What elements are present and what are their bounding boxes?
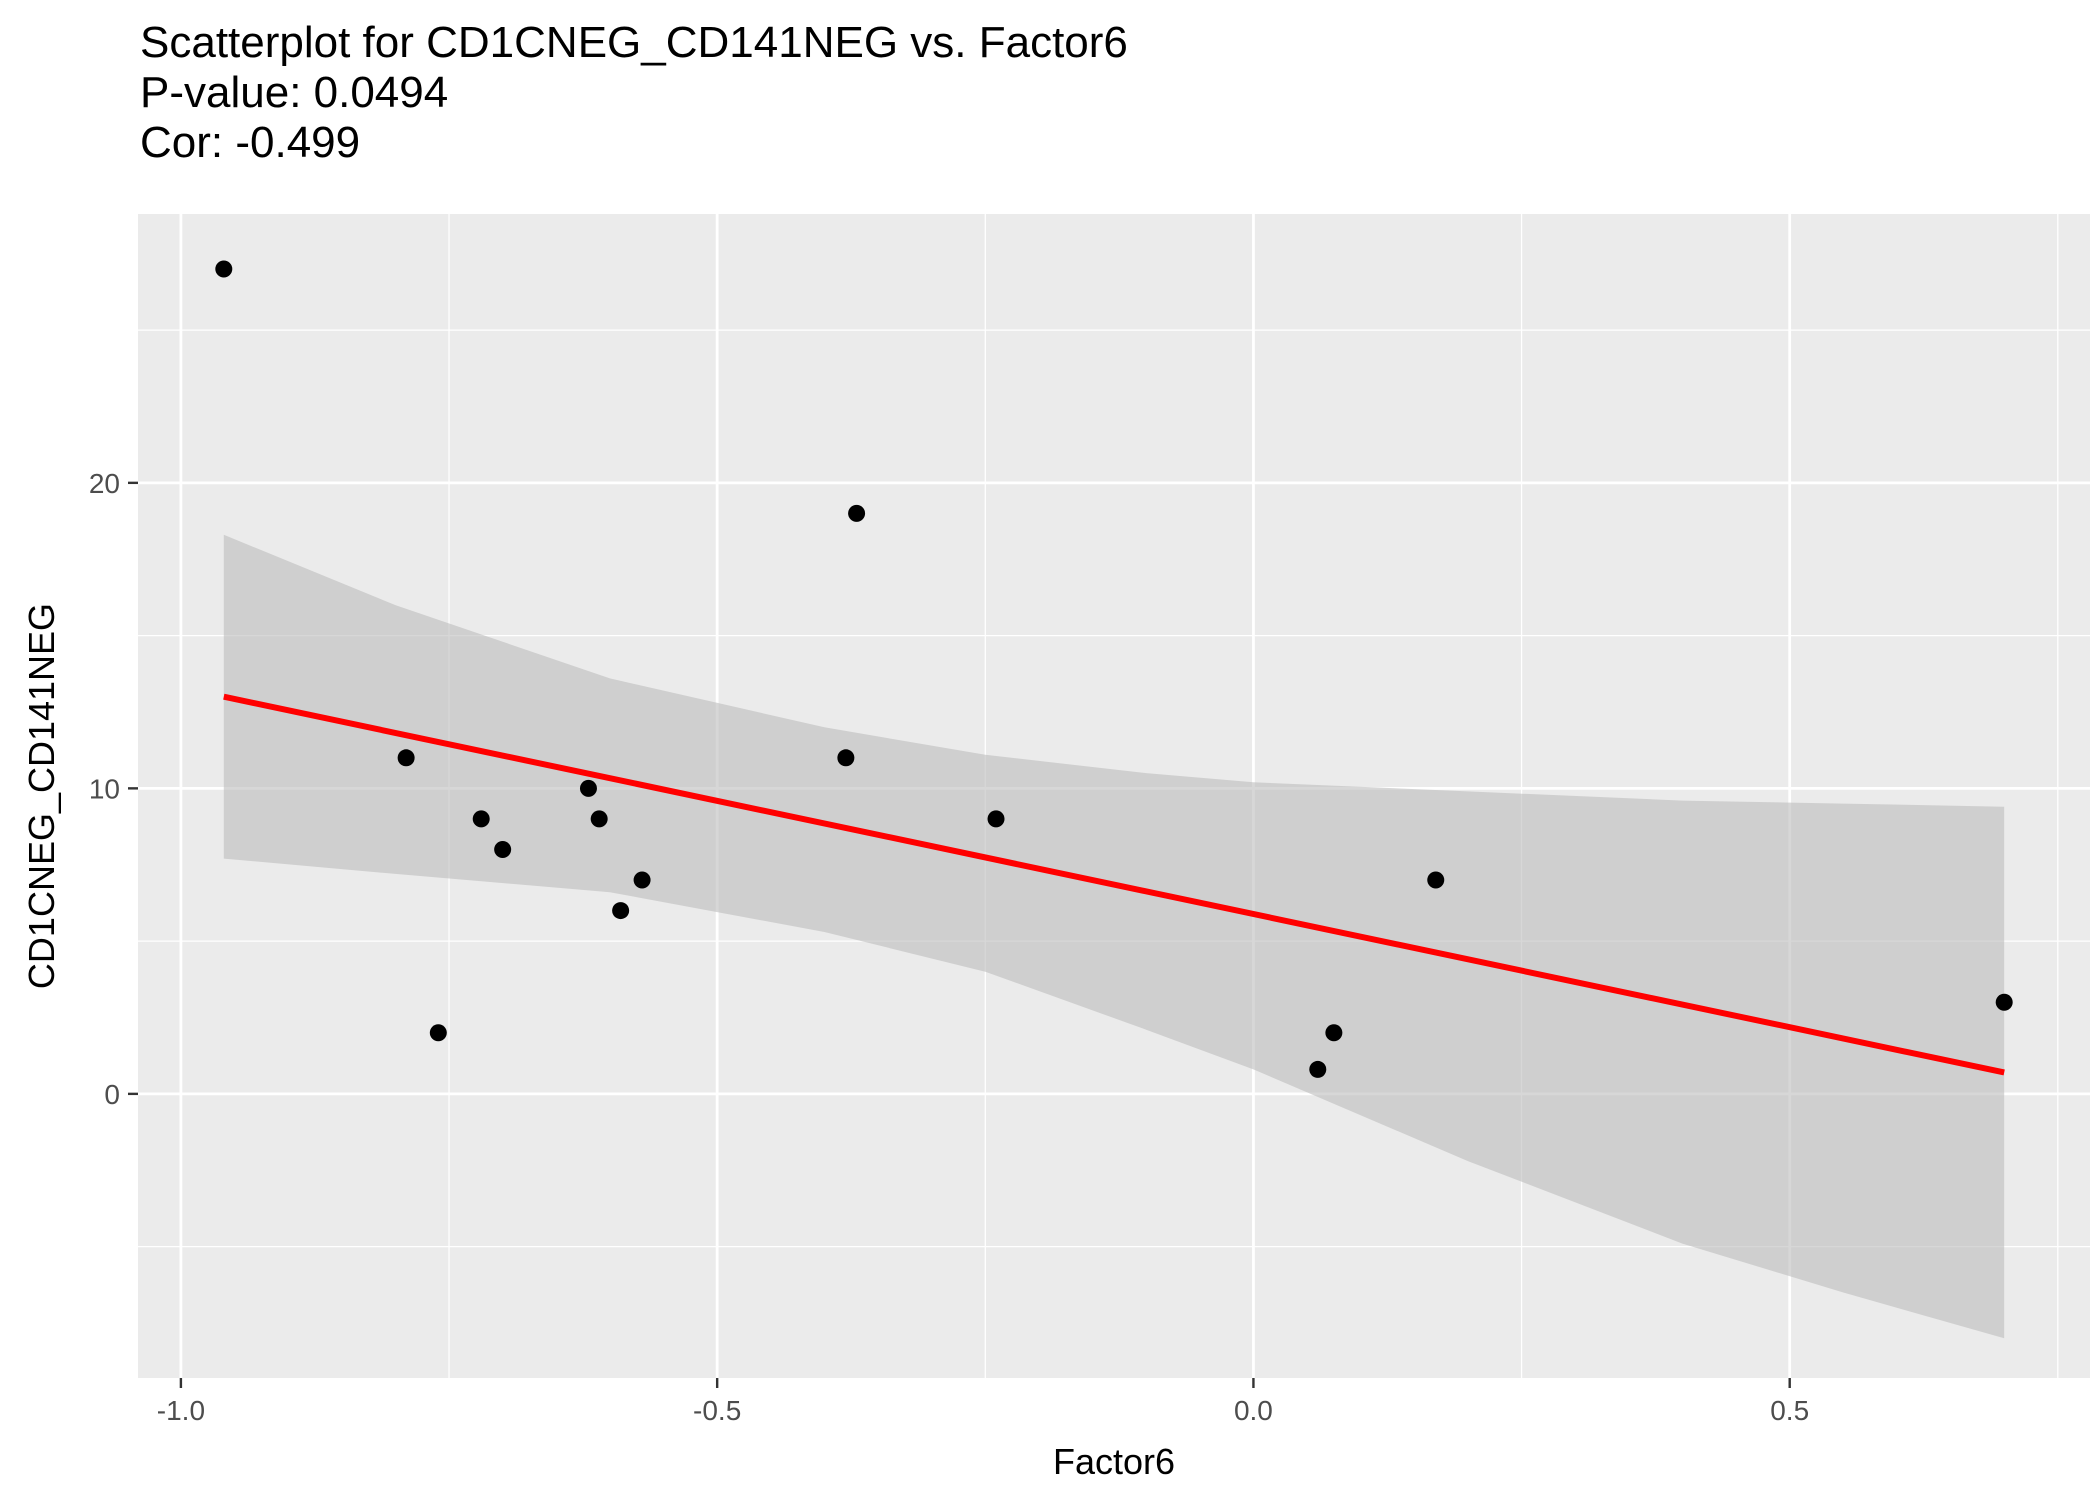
chart-title: Scatterplot for CD1CNEG_CD141NEG vs. Fac… — [140, 18, 1128, 67]
data-point — [848, 504, 866, 522]
y-axis-ticks: 0 10 20 — [89, 468, 138, 1110]
data-point — [987, 810, 1005, 828]
data-points — [215, 260, 2013, 1078]
data-point — [472, 810, 490, 828]
y-tick-label: 0 — [104, 1079, 120, 1110]
data-point — [215, 260, 233, 278]
data-point — [1427, 871, 1445, 889]
regression-line — [223, 693, 2005, 1076]
y-tick-label: 20 — [89, 468, 120, 499]
data-point — [633, 871, 651, 889]
x-tick-label: 0.5 — [1770, 1395, 1809, 1426]
x-axis-ticks: -1.0 -0.5 0.0 0.5 — [157, 1378, 1809, 1426]
data-point — [1995, 993, 2013, 1011]
data-point — [590, 810, 608, 828]
x-tick-label: -0.5 — [693, 1395, 741, 1426]
data-point — [579, 779, 597, 797]
x-axis-title: Factor6 — [1053, 1441, 1175, 1482]
correlation-label: Cor: -0.499 — [140, 118, 361, 167]
p-value-label: P-value: 0.0494 — [140, 68, 449, 117]
y-tick-label: 10 — [89, 773, 120, 804]
data-point — [494, 840, 512, 858]
data-point — [1325, 1024, 1343, 1042]
data-point — [612, 902, 630, 920]
x-tick-label: 0.0 — [1234, 1395, 1273, 1426]
data-point — [397, 749, 415, 767]
confidence-band — [223, 534, 2005, 1339]
data-point — [429, 1024, 447, 1042]
data-point — [1309, 1060, 1327, 1078]
x-tick-label: -1.0 — [157, 1395, 205, 1426]
chart-title-block: Scatterplot for CD1CNEG_CD141NEG vs. Fac… — [140, 18, 1128, 168]
y-axis-title: CD1CNEG_CD141NEG — [21, 603, 62, 989]
data-point — [837, 749, 855, 767]
